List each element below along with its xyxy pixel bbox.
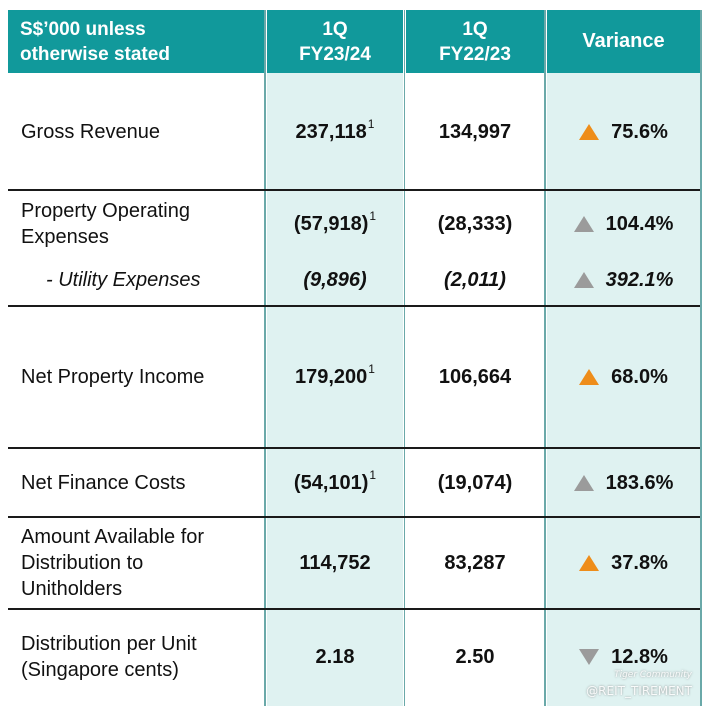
triangle-up-icon (579, 369, 600, 385)
cell-distribution-per-unit-prior: 2.50 (455, 646, 495, 668)
cell-gross-revenue-variance: 75.6% (547, 112, 700, 152)
header-prior-period: 1Q FY22/23 (406, 10, 544, 73)
watermark-community: Tiger Community (614, 670, 692, 680)
header-variance: Variance (547, 10, 700, 73)
cell-property-operating-expenses-variance: 104.4% (547, 204, 700, 244)
footnote-marker: 1 (369, 209, 377, 223)
row-label-net-finance-costs: Net Finance Costs (21, 472, 186, 494)
cell-utility-expenses-variance: 392.1% (547, 262, 700, 298)
cell-net-finance-costs-variance: 183.6% (547, 463, 700, 503)
header-current-period: 1Q FY23/24 (267, 10, 403, 73)
current-period-column-bg (267, 73, 403, 706)
cell-utility-expenses-current: (9,896) (303, 269, 367, 291)
cell-net-property-income-variance: 68.0% (547, 357, 700, 397)
triangle-up-icon (579, 555, 600, 571)
column-divider (544, 10, 546, 706)
cell-gross-revenue-prior: 134,997 (438, 121, 512, 143)
watermark-handle: @REIT_TIREMENT (586, 684, 692, 698)
footnote-marker: 1 (369, 468, 377, 482)
header-units: S$’000 unless otherwise stated (8, 10, 264, 73)
triangle-up-icon (573, 216, 594, 232)
footnote-marker: 1 (367, 117, 375, 131)
cell-net-finance-costs-prior: (19,074) (437, 472, 513, 494)
row-divider (8, 608, 700, 610)
row-label-amount-available-for-distribution: Amount Available for Distribution to Uni… (21, 526, 205, 600)
header-variance-label: Variance (582, 30, 665, 52)
cell-gross-revenue-current: 237,118 1 (267, 112, 403, 152)
cell-property-operating-expenses-prior: (28,333) (437, 213, 513, 235)
cell-net-property-income-prior: 106,664 (438, 366, 512, 388)
row-label-gross-revenue: Gross Revenue (21, 121, 160, 143)
triangle-down-icon (579, 649, 600, 665)
header-units-label: S$’000 unless otherwise stated (20, 18, 170, 65)
variance-column-bg (547, 73, 700, 706)
footnote-marker: 1 (368, 362, 375, 376)
row-label-net-property-income: Net Property Income (21, 366, 205, 388)
cell-amount-available-prior: 83,287 (444, 552, 506, 574)
row-label-distribution-per-unit: Distribution per Unit (Singapore cents) (21, 633, 197, 681)
row-label-property-operating-expenses: Property Operating Expenses (21, 200, 190, 248)
column-divider (403, 10, 405, 706)
row-divider (8, 189, 700, 191)
row-divider (8, 516, 700, 518)
cell-distribution-per-unit-variance: 12.8% (547, 637, 700, 677)
watermark: Tiger Community @REIT_TIREMENT (586, 670, 692, 698)
triangle-up-icon (573, 475, 594, 491)
cell-distribution-per-unit-current: 2.18 (315, 646, 355, 668)
cell-property-operating-expenses-current: (57,918) 1 (267, 204, 403, 244)
column-divider (264, 10, 266, 706)
header-prior-period-label: 1Q FY22/23 (439, 18, 511, 65)
row-divider (8, 305, 700, 307)
cell-net-finance-costs-current: (54,101) 1 (267, 463, 403, 503)
triangle-up-icon (579, 124, 600, 140)
cell-amount-available-current: 114,752 (299, 552, 371, 574)
row-divider (8, 447, 700, 449)
cell-net-property-income-current: 179,200 1 (267, 357, 403, 397)
cell-amount-available-variance: 37.8% (547, 543, 700, 583)
cell-utility-expenses-prior: (2,011) (444, 269, 506, 291)
triangle-up-icon (573, 272, 594, 288)
column-divider (700, 10, 702, 706)
row-label-utility-expenses: - Utility Expenses (46, 269, 201, 291)
header-current-period-label: 1Q FY23/24 (299, 18, 371, 65)
